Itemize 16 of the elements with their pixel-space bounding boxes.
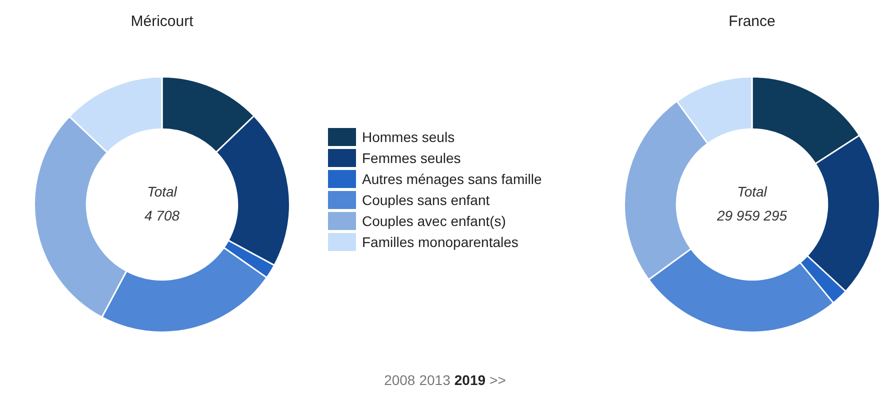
slice-label: France: [728, 13, 776, 30]
text: Total: [737, 183, 768, 200]
text: 2019: [454, 372, 486, 388]
text: 4 708: [144, 207, 180, 224]
text: 2013: [419, 372, 450, 388]
legend-label: Hommes seuls: [362, 128, 455, 144]
legend-label: Couples sans enfant: [362, 192, 490, 208]
text: >>: [490, 372, 506, 388]
legend-label: Femmes seules: [362, 150, 461, 166]
legend-label: Autres ménages sans famille: [362, 170, 542, 186]
legend-label: Couples avec enfant(s): [362, 212, 506, 228]
text: Total: [147, 183, 178, 200]
legend-label: Familles monoparentales: [362, 234, 518, 250]
slice-label: Méricourt: [130, 13, 194, 30]
text: 2008: [384, 372, 416, 388]
text: 29 959 295: [716, 207, 788, 224]
